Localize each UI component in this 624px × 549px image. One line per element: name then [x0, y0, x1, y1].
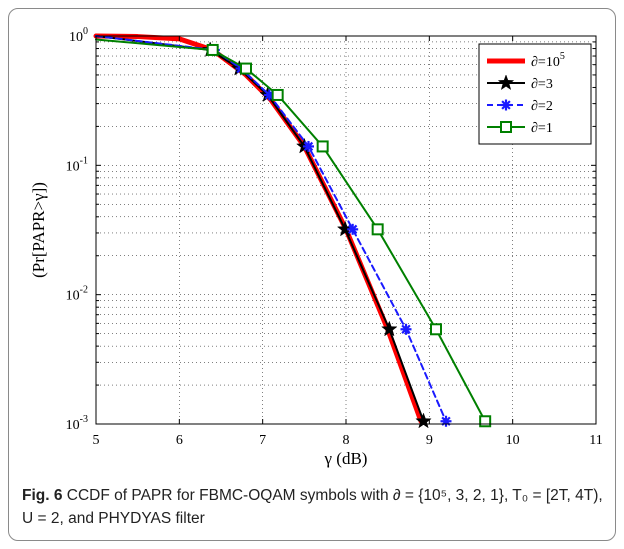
y-tick-label: 10-3	[66, 414, 88, 433]
legend-label: ∂=2	[531, 99, 553, 114]
square-marker	[371, 223, 384, 236]
square-marker	[430, 323, 442, 336]
square-marker	[240, 62, 252, 75]
asterisk-marker	[303, 140, 314, 152]
y-axis-label: (Pr[PAPR>γ])	[29, 182, 48, 278]
y-tick-label: 10-2	[66, 285, 88, 304]
square-marker	[500, 121, 512, 133]
asterisk-marker	[440, 415, 452, 427]
legend-label: ∂=3	[531, 77, 553, 92]
y-tick-label: 10-1	[66, 155, 88, 174]
x-tick-label: 6	[176, 433, 183, 448]
square-marker	[316, 140, 329, 153]
x-tick-label: 9	[426, 433, 433, 448]
series-lines	[93, 33, 492, 429]
x-tick-label: 7	[259, 433, 266, 448]
star-marker	[381, 320, 398, 337]
y-tick-label: 100	[69, 26, 88, 45]
star-marker	[497, 74, 515, 91]
ccdf-chart: 5 6 7 8 9 10 11 100 10-1 10-2 10-3 γ (dB) (Pr[PAPR…	[29, 26, 603, 468]
legend: ∂=105 ∂=3 ∂=2 ∂=1	[478, 43, 592, 145]
series-line-4	[95, 38, 487, 423]
square-marker	[206, 43, 219, 56]
x-axis-label: γ (dB)	[324, 449, 368, 468]
legend-label: ∂=105	[531, 51, 565, 70]
asterisk-marker	[500, 99, 512, 111]
asterisk-marker	[400, 323, 412, 335]
x-tick-label: 10	[506, 433, 520, 448]
figure-caption: Fig. 6 CCDF of PAPR for FBMC-OQAM symbol…	[22, 484, 612, 530]
caption-text: CCDF of PAPR for FBMC-OQAM symbols with …	[22, 487, 603, 527]
x-tick-label: 11	[589, 433, 602, 448]
x-tick-label: 8	[343, 433, 350, 448]
x-tick-label: 5	[93, 433, 100, 448]
star-marker	[415, 412, 432, 429]
square-marker	[479, 415, 492, 428]
square-marker	[271, 88, 284, 101]
legend-label: ∂=1	[531, 121, 553, 136]
asterisk-marker	[347, 223, 359, 235]
caption-figure-label: Fig. 6	[22, 487, 63, 504]
